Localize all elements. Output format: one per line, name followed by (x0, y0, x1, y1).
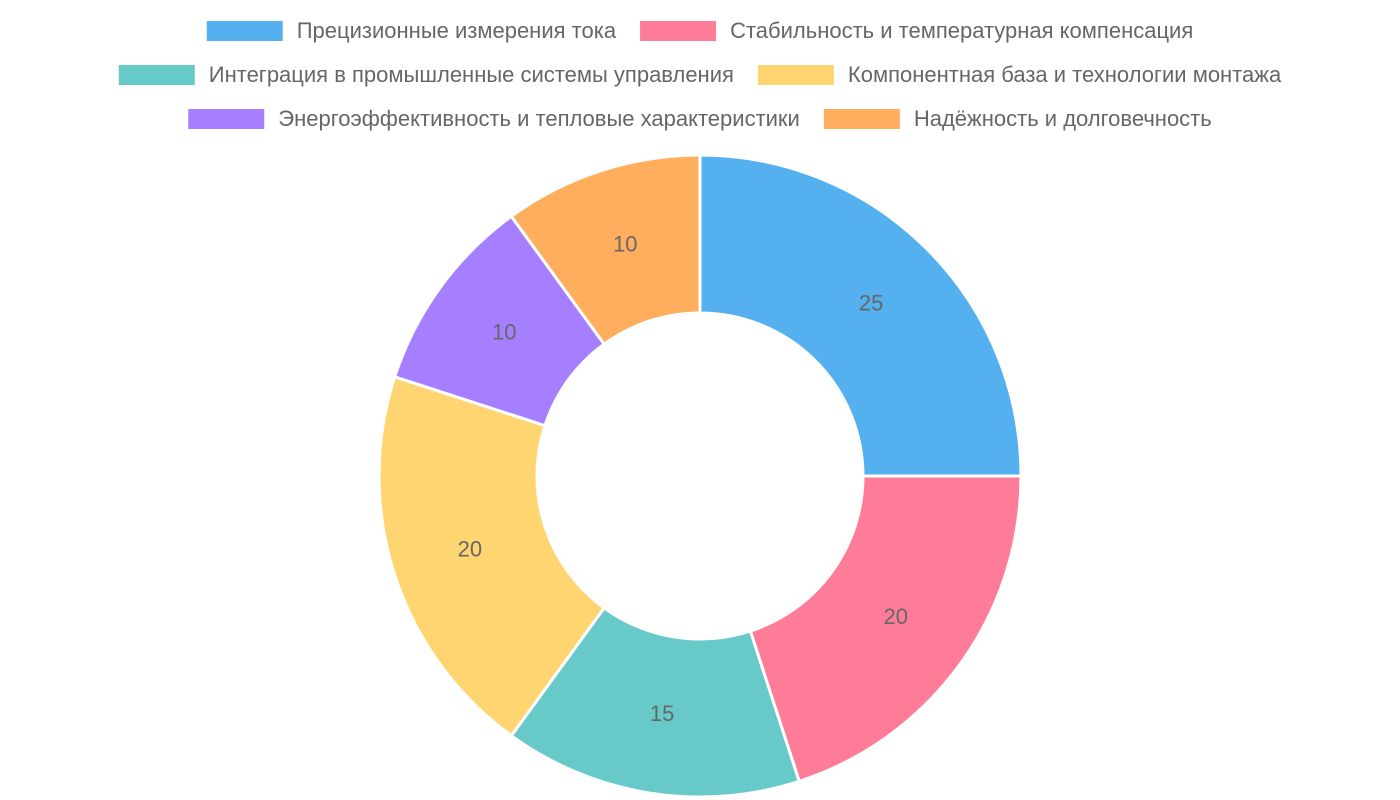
slice (748, 474, 1023, 784)
data-label: 25 (859, 291, 883, 316)
legend-swatch (188, 109, 265, 129)
legend-item: Надёжность и долговечность (823, 106, 1212, 131)
legend-swatch (823, 109, 900, 129)
data-label: 20 (884, 604, 908, 629)
data-label: 10 (613, 232, 637, 257)
slice (509, 153, 702, 347)
data-label: 20 (458, 537, 482, 562)
slice (698, 153, 1023, 478)
legend-label: Энергоэффективность и тепловые характери… (278, 106, 800, 131)
legend-swatch (640, 21, 717, 41)
legend-swatch (206, 21, 283, 41)
legend-swatch (118, 65, 195, 85)
legend-label: Прецизионные измерения тока (297, 18, 617, 43)
legend-label: Интеграция в промышленные системы управл… (209, 62, 734, 87)
data-label: 10 (492, 320, 516, 345)
legend-item: Стабильность и температурная компенсация (640, 18, 1193, 43)
legend-item: Компонентная база и технологии монтажа (757, 62, 1282, 87)
legend-item: Интеграция в промышленные системы управл… (118, 62, 734, 87)
data-label: 15 (650, 701, 674, 726)
legend-label: Компонентная база и технологии монтажа (848, 62, 1282, 87)
slice (509, 605, 802, 799)
legend-label: Стабильность и температурная компенсация (730, 18, 1193, 43)
legend-swatch (757, 65, 834, 85)
legend-item: Прецизионные измерения тока (206, 18, 617, 43)
legend-item: Энергоэффективность и тепловые характери… (188, 106, 800, 131)
legend-label: Надёжность и долговечность (914, 106, 1212, 131)
slice (377, 374, 607, 738)
